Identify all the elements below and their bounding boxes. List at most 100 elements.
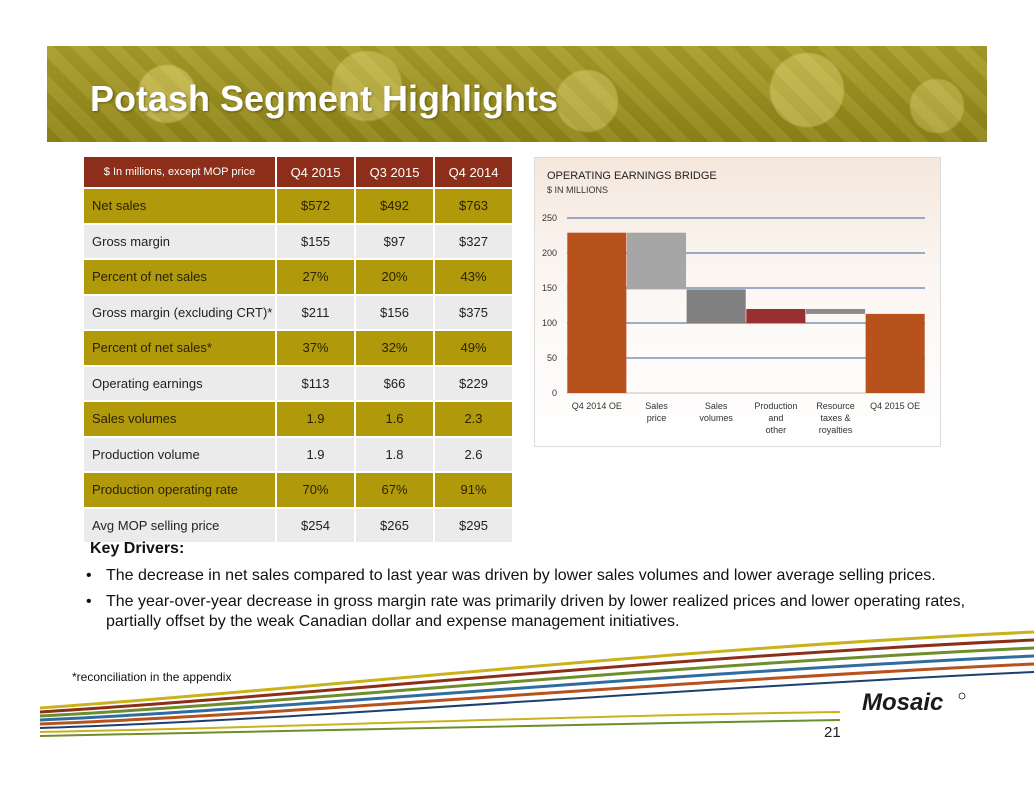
page-number: 21 [824,724,841,741]
table-row: Production volume 1.9 1.8 2.6 [84,435,514,472]
table-cell: 32% [355,329,435,366]
mosaic-logo: Mosaic [862,689,966,716]
table-cell: $572 [276,187,356,224]
x-tick-label: Q4 2014 OE [572,401,622,411]
x-tick-label: Resource [816,401,855,411]
table-cell: 27% [276,258,356,295]
potash-data-table: $ In millions, except MOP price Q4 2015 … [84,157,514,542]
table-cell: 2.6 [434,435,514,472]
title-banner [47,46,987,142]
table-header-q3-2015: Q3 2015 [355,157,435,188]
y-tick-label: 0 [552,388,557,398]
table-cell: $492 [355,187,435,224]
table-row-label: Net sales [84,187,277,224]
table-cell: $156 [355,293,435,330]
table-row: Percent of net sales 27% 20% 43% [84,258,514,295]
table-cell: 1.8 [355,435,435,472]
table-row: Sales volumes 1.9 1.6 2.3 [84,400,514,437]
key-driver-item: • The decrease in net sales compared to … [85,566,985,586]
x-tick-label: Sales [705,401,728,411]
table-header-row: $ In millions, except MOP price Q4 2015 … [84,157,514,188]
table-cell: 2.3 [434,400,514,437]
table-header-q4-2014: Q4 2014 [434,157,514,188]
table-cell: $327 [434,222,514,259]
table-cell: 49% [434,329,514,366]
chart-svg: OPERATING EARNINGS BRIDGE $ IN MILLIONS … [542,170,925,435]
x-tick-label: royalties [819,425,853,435]
table-cell: $229 [434,364,514,401]
table-row-label: Gross margin [84,222,277,259]
page-title: Potash Segment Highlights [90,78,559,119]
x-tick-label: Sales [645,401,668,411]
y-tick-label: 150 [542,283,557,293]
table-cell: 70% [276,471,356,508]
table-row: Avg MOP selling price $254 $265 $295 [84,506,514,542]
table-row: Operating earnings $113 $66 $229 [84,364,514,401]
table-cell: 1.6 [355,400,435,437]
x-tick-label: price [647,413,667,423]
table-row-label: Operating earnings [84,364,277,401]
table-row-label: Avg MOP selling price [84,506,277,542]
table-row: Gross margin (excluding CRT)* $211 $156 $37… [84,293,514,330]
table-row-label: Gross margin (excluding CRT)* [84,293,277,330]
table-cell: $97 [355,222,435,259]
x-tick-label: Q4 2015 OE [870,401,920,411]
table-row: Percent of net sales* 37% 32% 49% [84,329,514,366]
key-driver-text: The decrease in net sales compared to la… [106,567,936,584]
table-cell: 43% [434,258,514,295]
footnote: *reconciliation in the appendix [72,670,232,684]
table-cell: 1.9 [276,435,356,472]
key-driver-text: The year-over-year decrease in gross mar… [106,593,966,630]
table-cell: 67% [355,471,435,508]
bullet-glyph: • [86,593,92,610]
table-cell: $375 [434,293,514,330]
chart-subtitle: $ IN MILLIONS [547,185,608,195]
logo-registered-mark [958,692,966,700]
y-tick-label: 250 [542,213,557,223]
table-row: Gross margin $155 $97 $327 [84,222,514,259]
key-drivers-heading: Key Drivers: [90,540,185,557]
table-row-label: Production operating rate [84,471,277,508]
bar-sales-volumes [686,289,746,323]
x-tick-label: taxes & [820,413,850,423]
table-row-label: Sales volumes [84,400,277,437]
table-row-label: Production volume [84,435,277,472]
x-tick-label: and [768,413,783,423]
table-cell: $211 [276,293,356,330]
bar-q4-2014-oe [567,232,627,393]
table-cell: $254 [276,506,356,542]
y-tick-label: 100 [542,318,557,328]
table-row: Net sales $572 $492 $763 [84,187,514,224]
y-tick-label: 200 [542,248,557,258]
table-row-label: Percent of net sales* [84,329,277,366]
table-cell: $265 [355,506,435,542]
table-row: Production operating rate 70% 67% 91% [84,471,514,508]
table-cell: 1.9 [276,400,356,437]
table-cell: $113 [276,364,356,401]
table-cell: $155 [276,222,356,259]
table-body: Net sales $572 $492 $763 Gross margin $155 $97… [84,187,514,542]
table-cell: $295 [434,506,514,542]
x-tick-label: Production [754,401,797,411]
table-header-q4-2015: Q4 2015 [276,157,356,188]
table-header-units: $ In millions, except MOP price [84,157,277,188]
bar-sales-price [626,232,687,290]
table-row-label: Percent of net sales [84,258,277,295]
bullet-glyph: • [86,567,92,584]
x-tick-label: other [766,425,787,435]
table-cell: 20% [355,258,435,295]
y-tick-label: 50 [547,353,557,363]
x-tick-label: volumes [699,413,733,423]
bar-resource-taxes-royalties [805,309,866,314]
key-driver-item: • The year-over-year decrease in gross m… [85,592,985,632]
key-drivers-list: • The decrease in net sales compared to … [85,566,985,638]
chart-title: OPERATING EARNINGS BRIDGE [547,170,717,182]
decorative-stripes [39,630,1034,737]
bar-q4-2015-oe [865,313,925,393]
table-cell: 37% [276,329,356,366]
table-cell: 91% [434,471,514,508]
operating-earnings-bridge-chart: OPERATING EARNINGS BRIDGE $ IN MILLIONS … [534,157,941,447]
table-cell: $66 [355,364,435,401]
logo-text: Mosaic [862,689,943,716]
bar-production-and-other [746,309,806,323]
